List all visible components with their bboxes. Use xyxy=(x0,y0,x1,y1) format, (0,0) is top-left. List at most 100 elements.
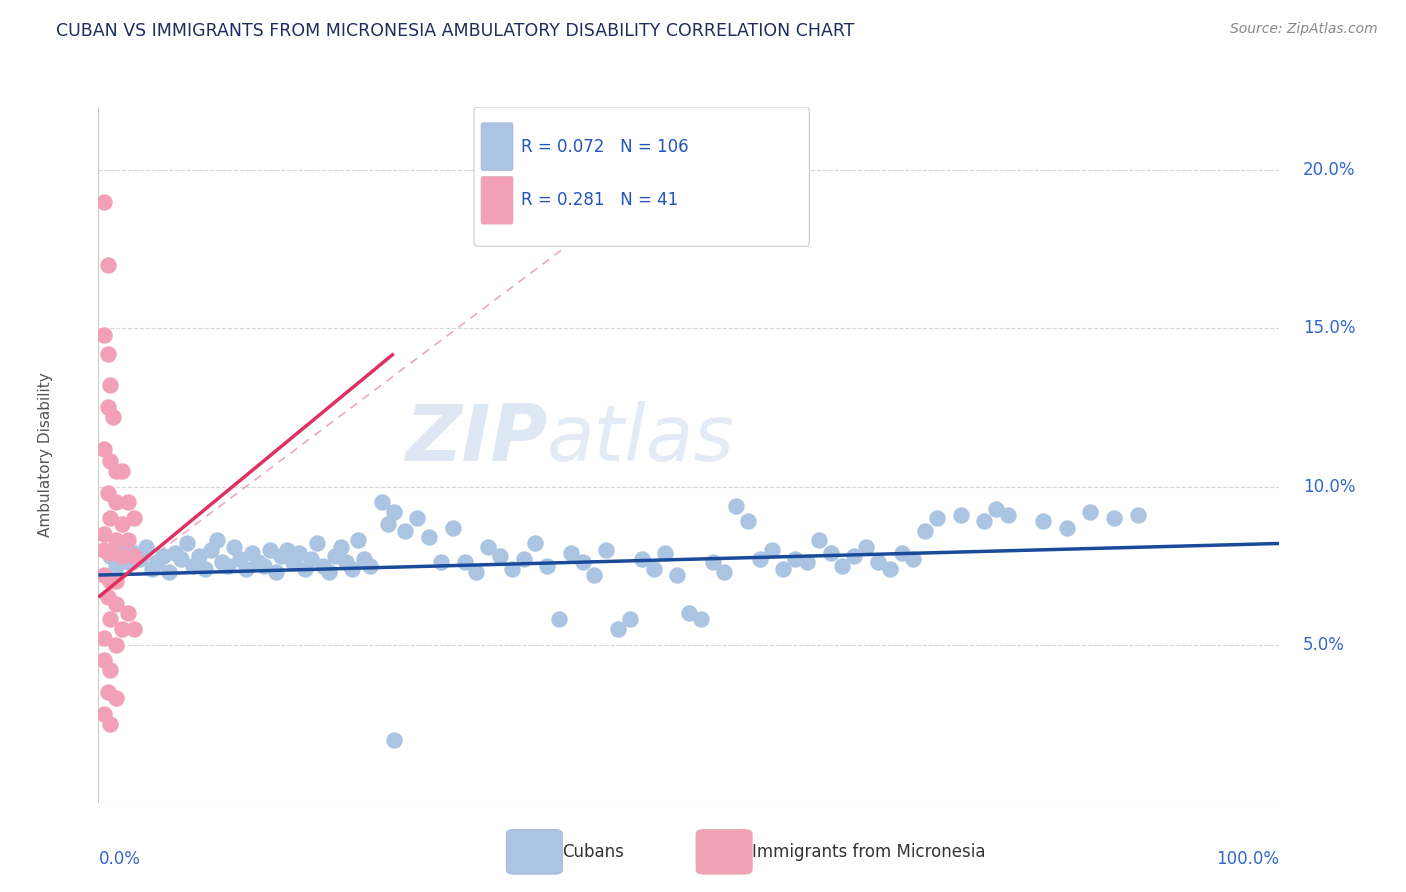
Point xyxy=(93,327,115,342)
Point xyxy=(477,540,499,554)
Point xyxy=(97,347,120,361)
Text: 10.0%: 10.0% xyxy=(1303,477,1355,496)
Point xyxy=(117,556,139,570)
Point xyxy=(98,549,121,563)
Point xyxy=(583,568,606,582)
Point xyxy=(93,542,115,557)
Point xyxy=(200,542,222,557)
Point xyxy=(253,558,276,573)
Point xyxy=(229,552,252,566)
Point xyxy=(560,546,582,560)
Point xyxy=(879,562,901,576)
Point xyxy=(122,549,145,563)
Point xyxy=(105,533,128,548)
Point xyxy=(630,552,652,566)
Point xyxy=(347,533,370,548)
Point xyxy=(512,552,534,566)
Point xyxy=(111,622,134,636)
Point xyxy=(97,401,120,415)
Point xyxy=(973,514,995,528)
Point xyxy=(489,549,512,563)
Point xyxy=(903,552,925,566)
Point xyxy=(117,495,139,509)
Point xyxy=(98,612,121,626)
Point xyxy=(187,549,209,563)
Point xyxy=(418,530,440,544)
Point xyxy=(276,542,298,557)
Point xyxy=(441,521,464,535)
Point xyxy=(194,562,217,576)
Point xyxy=(105,574,128,589)
Point xyxy=(170,552,193,566)
Point xyxy=(98,663,121,677)
Point xyxy=(205,533,228,548)
Point xyxy=(737,514,759,528)
Point xyxy=(1032,514,1054,528)
Point xyxy=(666,568,689,582)
Point xyxy=(93,568,115,582)
Point xyxy=(122,546,145,560)
Point xyxy=(820,546,842,560)
Text: 100.0%: 100.0% xyxy=(1216,850,1279,868)
Point xyxy=(997,508,1019,522)
FancyBboxPatch shape xyxy=(474,107,810,246)
Point xyxy=(122,622,145,636)
Point xyxy=(93,707,115,722)
Point xyxy=(689,612,711,626)
Point xyxy=(866,556,889,570)
Point xyxy=(772,562,794,576)
Text: Source: ZipAtlas.com: Source: ZipAtlas.com xyxy=(1230,22,1378,37)
Point xyxy=(294,562,316,576)
Point xyxy=(430,556,453,570)
Point xyxy=(465,565,488,579)
Point xyxy=(643,562,665,576)
Point xyxy=(949,508,972,522)
Text: ZIP: ZIP xyxy=(405,401,547,477)
Point xyxy=(111,542,134,557)
Point xyxy=(157,565,180,579)
Text: CUBAN VS IMMIGRANTS FROM MICRONESIA AMBULATORY DISABILITY CORRELATION CHART: CUBAN VS IMMIGRANTS FROM MICRONESIA AMBU… xyxy=(56,22,855,40)
Point xyxy=(98,546,121,560)
Point xyxy=(283,556,305,570)
Point xyxy=(299,552,322,566)
Point xyxy=(702,556,724,570)
Point xyxy=(117,533,139,548)
Text: 15.0%: 15.0% xyxy=(1303,319,1355,337)
Point xyxy=(97,685,120,699)
Point xyxy=(128,552,150,566)
Text: atlas: atlas xyxy=(547,401,735,477)
Point xyxy=(761,542,783,557)
Point xyxy=(595,542,617,557)
Point xyxy=(93,527,115,541)
Point xyxy=(97,591,120,605)
Text: R = 0.281   N = 41: R = 0.281 N = 41 xyxy=(522,192,679,210)
Point xyxy=(181,558,204,573)
Point xyxy=(394,524,416,538)
Point xyxy=(796,556,818,570)
Point xyxy=(371,495,394,509)
Point xyxy=(101,409,124,424)
Point xyxy=(807,533,830,548)
Point xyxy=(93,194,115,209)
Point xyxy=(246,556,269,570)
Point xyxy=(141,562,163,576)
Point xyxy=(259,542,281,557)
Point xyxy=(105,597,128,611)
Point xyxy=(1080,505,1102,519)
Point xyxy=(984,501,1007,516)
Point xyxy=(536,558,558,573)
Point xyxy=(335,556,357,570)
Text: Ambulatory Disability: Ambulatory Disability xyxy=(38,373,53,537)
Point xyxy=(654,546,676,560)
Point xyxy=(748,552,770,566)
Point xyxy=(855,540,877,554)
Point xyxy=(98,454,121,468)
Point xyxy=(135,540,157,554)
Point xyxy=(211,556,233,570)
Point xyxy=(353,552,375,566)
Point xyxy=(925,511,948,525)
Point xyxy=(105,495,128,509)
Point xyxy=(831,558,853,573)
Point xyxy=(305,536,328,550)
Point xyxy=(318,565,340,579)
